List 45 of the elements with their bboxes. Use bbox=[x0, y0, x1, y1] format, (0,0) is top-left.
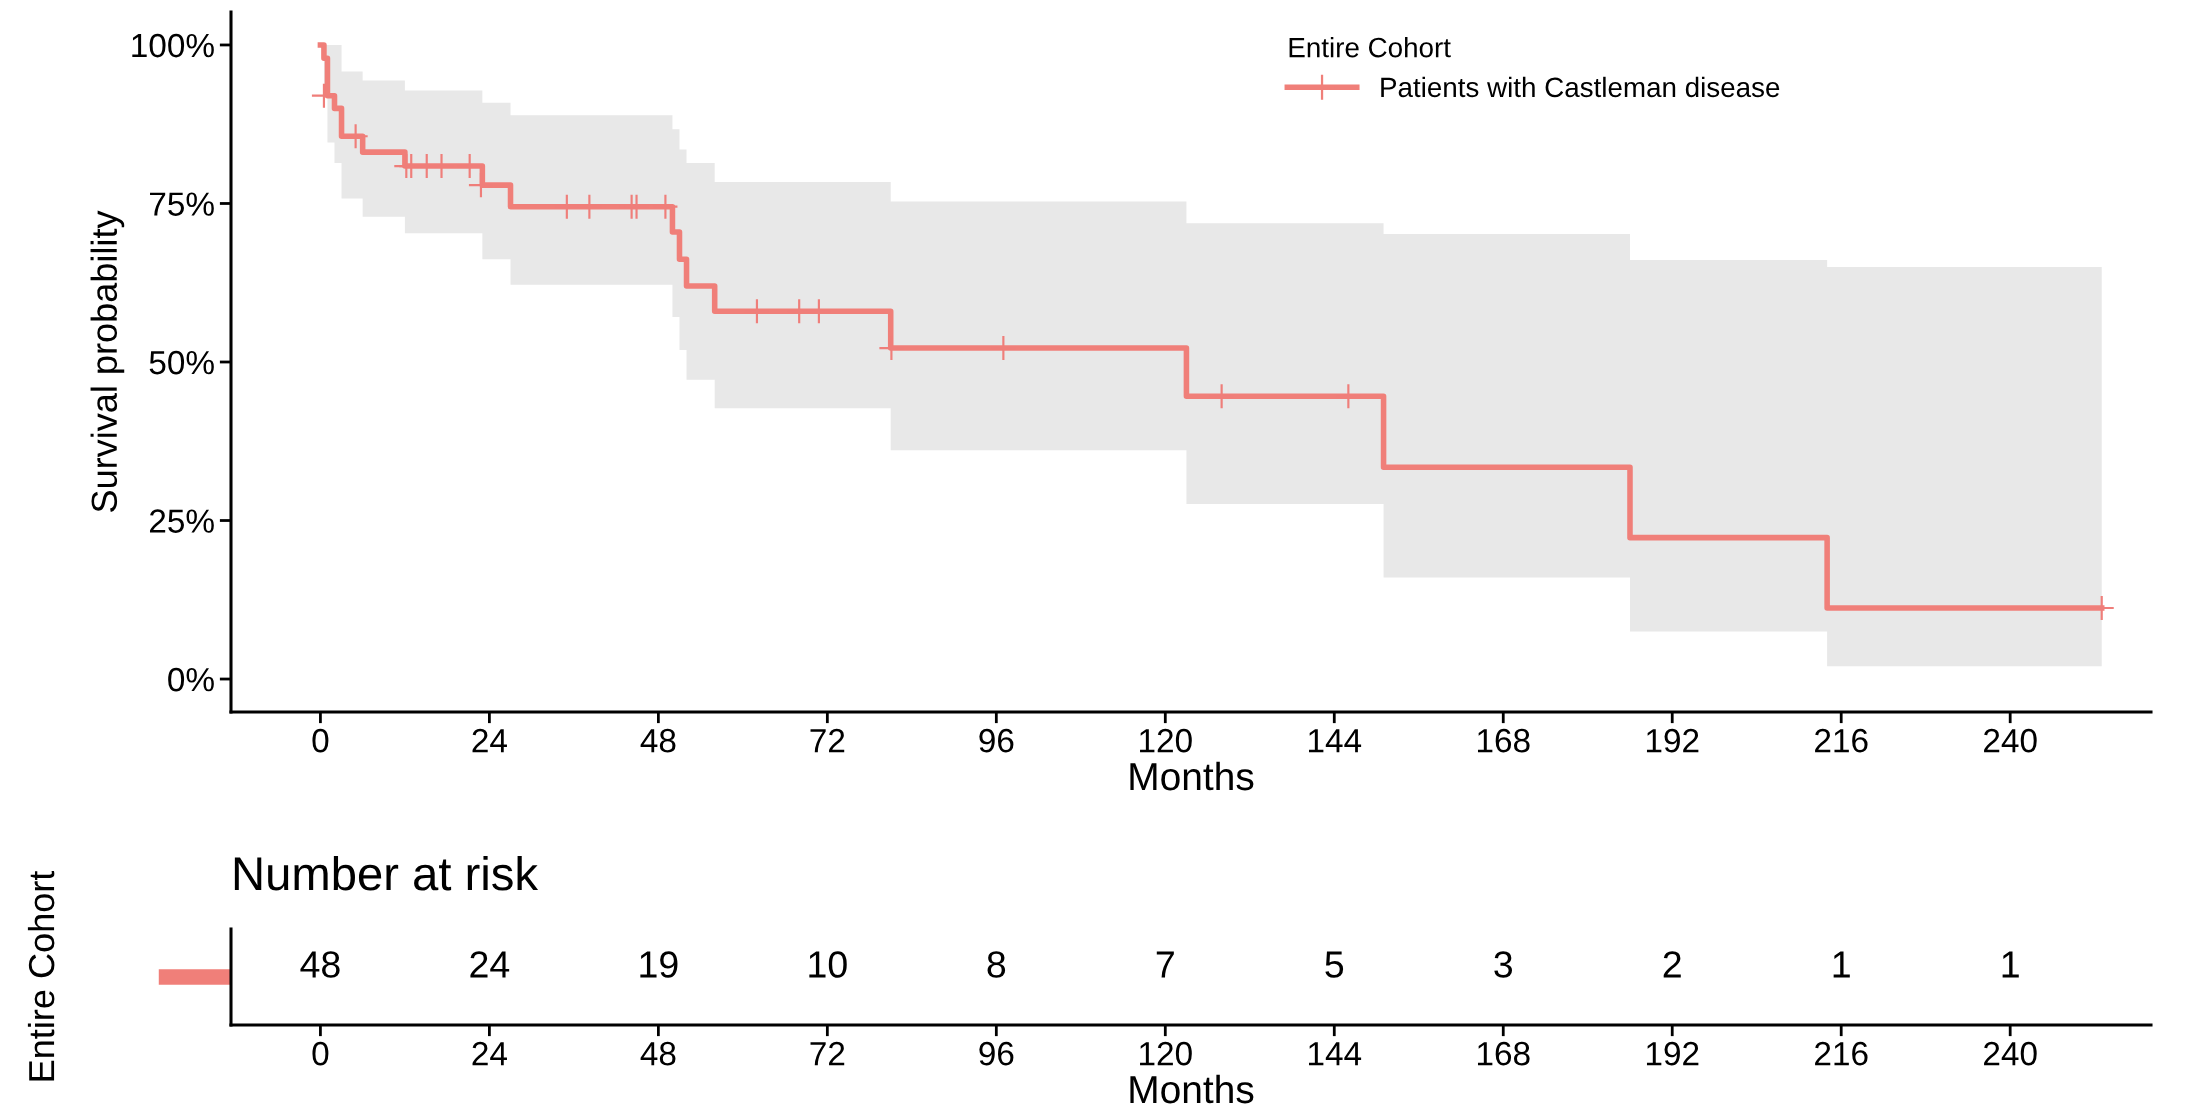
y-tick-label: 50% bbox=[149, 350, 214, 375]
data-label: 1 bbox=[2002, 951, 2019, 978]
x-tick-label: 0 bbox=[312, 1041, 329, 1066]
x-tick-label: 240 bbox=[1984, 728, 2037, 753]
y-axis-title: Entire Cohort bbox=[27, 870, 55, 1081]
data-label: 48 bbox=[300, 951, 340, 978]
y-tick-label: 0% bbox=[168, 667, 214, 692]
x-tick-label: 24 bbox=[472, 1041, 507, 1066]
data-label: 8 bbox=[987, 951, 1006, 978]
x-tick-label: 72 bbox=[810, 728, 845, 753]
legend-label: Patients with Castleman disease bbox=[1381, 76, 1780, 98]
x-tick-label: 0 bbox=[312, 728, 329, 753]
x-tick-label: 216 bbox=[1815, 728, 1868, 753]
y-tick-label: 75% bbox=[150, 192, 214, 216]
data-label: 7 bbox=[1156, 951, 1174, 978]
x-tick-label: 216 bbox=[1815, 1041, 1868, 1066]
x-tick-label: 96 bbox=[979, 728, 1014, 753]
x-axis-title: Months bbox=[1130, 1074, 1254, 1104]
x-tick-label: 96 bbox=[979, 1041, 1014, 1066]
x-tick-label: 144 bbox=[1309, 729, 1362, 753]
x-tick-label: 120 bbox=[1140, 728, 1192, 753]
x-tick-label: 48 bbox=[640, 1041, 676, 1066]
y-tick-label: 100% bbox=[132, 33, 214, 58]
data-label: 19 bbox=[640, 951, 678, 978]
x-tick-label: 168 bbox=[1477, 1041, 1530, 1066]
x-tick-label: 72 bbox=[810, 1041, 845, 1066]
data-label: 5 bbox=[1325, 951, 1344, 978]
y-tick-label: 25% bbox=[149, 509, 214, 533]
x-tick-label: 192 bbox=[1646, 728, 1699, 753]
x-axis-title: Months bbox=[1130, 761, 1254, 791]
x-tick-label: 144 bbox=[1309, 1042, 1362, 1066]
data-label: 2 bbox=[1663, 951, 1681, 978]
data-label: 24 bbox=[470, 951, 510, 978]
x-tick-label: 24 bbox=[472, 728, 507, 753]
chart-title: Number at risk bbox=[234, 855, 539, 891]
x-tick-label: 120 bbox=[1140, 1041, 1192, 1066]
legend-title: Entire Cohort bbox=[1289, 37, 1451, 58]
x-tick-label: 240 bbox=[1984, 1041, 2037, 1066]
x-tick-label: 192 bbox=[1646, 1041, 1699, 1066]
data-label: 10 bbox=[809, 951, 847, 978]
data-label: 1 bbox=[1833, 951, 1850, 978]
x-tick-label: 168 bbox=[1477, 728, 1530, 753]
x-tick-label: 48 bbox=[640, 728, 676, 753]
y-axis-title: Survival probability bbox=[90, 210, 125, 512]
data-label: 3 bbox=[1494, 951, 1513, 978]
